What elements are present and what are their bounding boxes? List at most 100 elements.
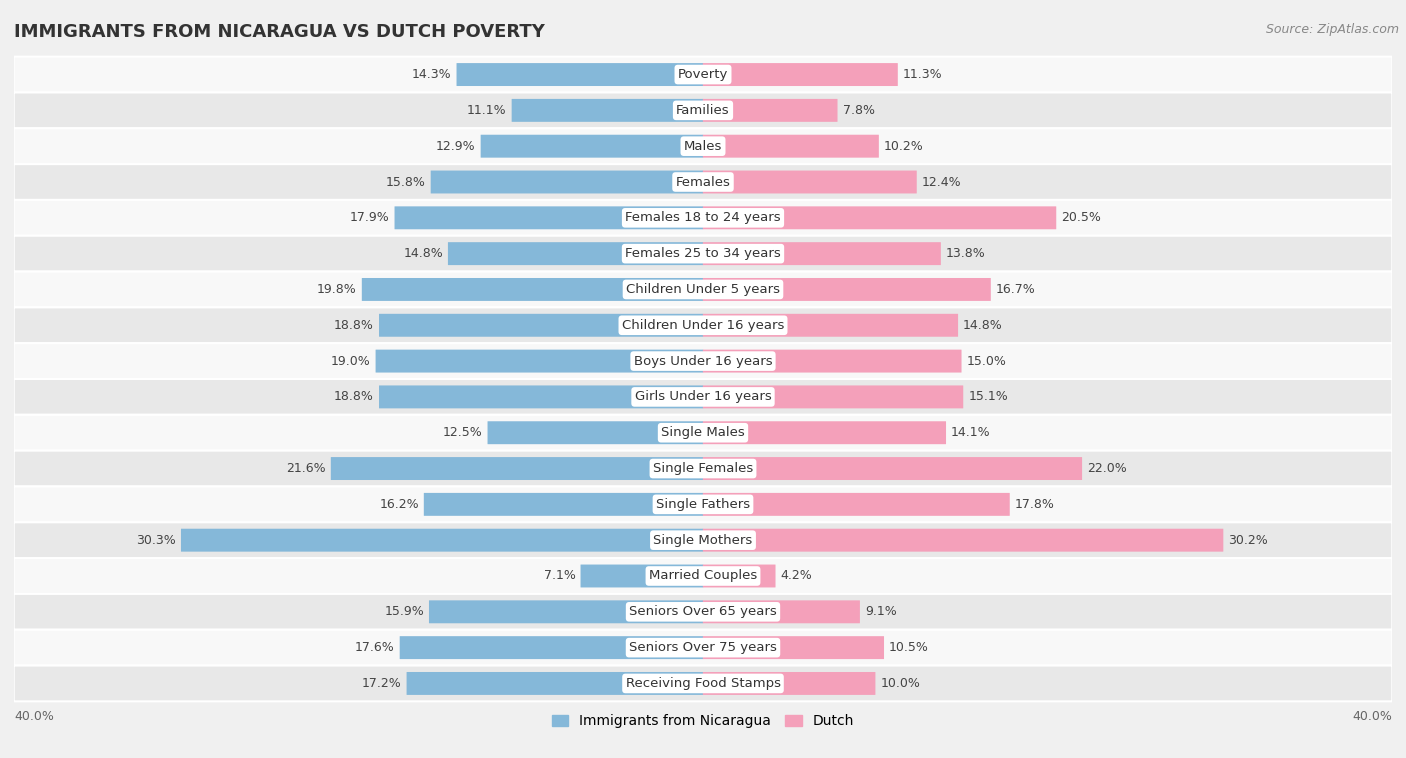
Text: 20.5%: 20.5% (1062, 211, 1101, 224)
FancyBboxPatch shape (14, 236, 1392, 271)
FancyBboxPatch shape (703, 99, 838, 122)
FancyBboxPatch shape (14, 522, 1392, 558)
Text: 7.8%: 7.8% (842, 104, 875, 117)
FancyBboxPatch shape (449, 242, 703, 265)
Text: IMMIGRANTS FROM NICARAGUA VS DUTCH POVERTY: IMMIGRANTS FROM NICARAGUA VS DUTCH POVER… (14, 23, 546, 41)
FancyBboxPatch shape (703, 529, 1223, 552)
Text: 10.0%: 10.0% (880, 677, 921, 690)
Text: 14.8%: 14.8% (404, 247, 443, 260)
Text: 17.6%: 17.6% (354, 641, 395, 654)
FancyBboxPatch shape (14, 343, 1392, 379)
FancyBboxPatch shape (703, 672, 876, 695)
FancyBboxPatch shape (14, 200, 1392, 236)
Text: Males: Males (683, 139, 723, 152)
Text: Girls Under 16 years: Girls Under 16 years (634, 390, 772, 403)
Text: Boys Under 16 years: Boys Under 16 years (634, 355, 772, 368)
FancyBboxPatch shape (181, 529, 703, 552)
Text: Females: Females (675, 176, 731, 189)
FancyBboxPatch shape (395, 206, 703, 229)
FancyBboxPatch shape (14, 271, 1392, 307)
FancyBboxPatch shape (399, 636, 703, 659)
Text: 17.2%: 17.2% (361, 677, 402, 690)
FancyBboxPatch shape (703, 63, 898, 86)
Text: Receiving Food Stamps: Receiving Food Stamps (626, 677, 780, 690)
Text: 40.0%: 40.0% (14, 710, 53, 723)
Text: 15.8%: 15.8% (385, 176, 426, 189)
FancyBboxPatch shape (703, 386, 963, 409)
Text: 10.2%: 10.2% (884, 139, 924, 152)
Text: 9.1%: 9.1% (865, 606, 897, 619)
Text: Families: Families (676, 104, 730, 117)
FancyBboxPatch shape (703, 349, 962, 372)
Text: 16.2%: 16.2% (380, 498, 419, 511)
Text: 21.6%: 21.6% (287, 462, 326, 475)
Text: 7.1%: 7.1% (544, 569, 575, 582)
FancyBboxPatch shape (703, 421, 946, 444)
FancyBboxPatch shape (14, 487, 1392, 522)
FancyBboxPatch shape (14, 379, 1392, 415)
Text: Single Mothers: Single Mothers (654, 534, 752, 547)
FancyBboxPatch shape (14, 128, 1392, 164)
Text: 16.7%: 16.7% (995, 283, 1036, 296)
Text: Source: ZipAtlas.com: Source: ZipAtlas.com (1265, 23, 1399, 36)
Text: 12.5%: 12.5% (443, 426, 482, 439)
FancyBboxPatch shape (14, 307, 1392, 343)
FancyBboxPatch shape (14, 164, 1392, 200)
FancyBboxPatch shape (423, 493, 703, 516)
Text: 4.2%: 4.2% (780, 569, 813, 582)
FancyBboxPatch shape (703, 242, 941, 265)
FancyBboxPatch shape (703, 314, 957, 337)
Text: 15.9%: 15.9% (384, 606, 425, 619)
Text: 30.2%: 30.2% (1229, 534, 1268, 547)
FancyBboxPatch shape (14, 558, 1392, 594)
FancyBboxPatch shape (703, 278, 991, 301)
FancyBboxPatch shape (481, 135, 703, 158)
FancyBboxPatch shape (703, 600, 860, 623)
FancyBboxPatch shape (330, 457, 703, 480)
FancyBboxPatch shape (703, 636, 884, 659)
Text: 19.8%: 19.8% (318, 283, 357, 296)
Text: 22.0%: 22.0% (1087, 462, 1126, 475)
Text: Children Under 16 years: Children Under 16 years (621, 319, 785, 332)
Legend: Immigrants from Nicaragua, Dutch: Immigrants from Nicaragua, Dutch (546, 709, 860, 734)
FancyBboxPatch shape (14, 451, 1392, 487)
Text: 17.9%: 17.9% (350, 211, 389, 224)
Text: Married Couples: Married Couples (650, 569, 756, 582)
Text: Seniors Over 65 years: Seniors Over 65 years (628, 606, 778, 619)
FancyBboxPatch shape (703, 206, 1056, 229)
Text: 40.0%: 40.0% (1353, 710, 1392, 723)
FancyBboxPatch shape (14, 415, 1392, 451)
Text: Children Under 5 years: Children Under 5 years (626, 283, 780, 296)
FancyBboxPatch shape (361, 278, 703, 301)
Text: Females 25 to 34 years: Females 25 to 34 years (626, 247, 780, 260)
FancyBboxPatch shape (430, 171, 703, 193)
FancyBboxPatch shape (512, 99, 703, 122)
FancyBboxPatch shape (14, 630, 1392, 666)
Text: 15.0%: 15.0% (966, 355, 1007, 368)
Text: 18.8%: 18.8% (335, 390, 374, 403)
FancyBboxPatch shape (380, 386, 703, 409)
FancyBboxPatch shape (703, 171, 917, 193)
FancyBboxPatch shape (406, 672, 703, 695)
Text: 18.8%: 18.8% (335, 319, 374, 332)
Text: 13.8%: 13.8% (946, 247, 986, 260)
FancyBboxPatch shape (703, 457, 1083, 480)
Text: 15.1%: 15.1% (969, 390, 1008, 403)
Text: 17.8%: 17.8% (1015, 498, 1054, 511)
Text: 14.3%: 14.3% (412, 68, 451, 81)
Text: Single Fathers: Single Fathers (657, 498, 749, 511)
Text: Single Males: Single Males (661, 426, 745, 439)
FancyBboxPatch shape (429, 600, 703, 623)
FancyBboxPatch shape (380, 314, 703, 337)
FancyBboxPatch shape (14, 666, 1392, 701)
Text: 11.3%: 11.3% (903, 68, 942, 81)
Text: 14.1%: 14.1% (950, 426, 991, 439)
Text: Single Females: Single Females (652, 462, 754, 475)
FancyBboxPatch shape (457, 63, 703, 86)
Text: Seniors Over 75 years: Seniors Over 75 years (628, 641, 778, 654)
FancyBboxPatch shape (14, 57, 1392, 92)
Text: 11.1%: 11.1% (467, 104, 506, 117)
Text: 30.3%: 30.3% (136, 534, 176, 547)
FancyBboxPatch shape (703, 493, 1010, 516)
Text: 12.9%: 12.9% (436, 139, 475, 152)
